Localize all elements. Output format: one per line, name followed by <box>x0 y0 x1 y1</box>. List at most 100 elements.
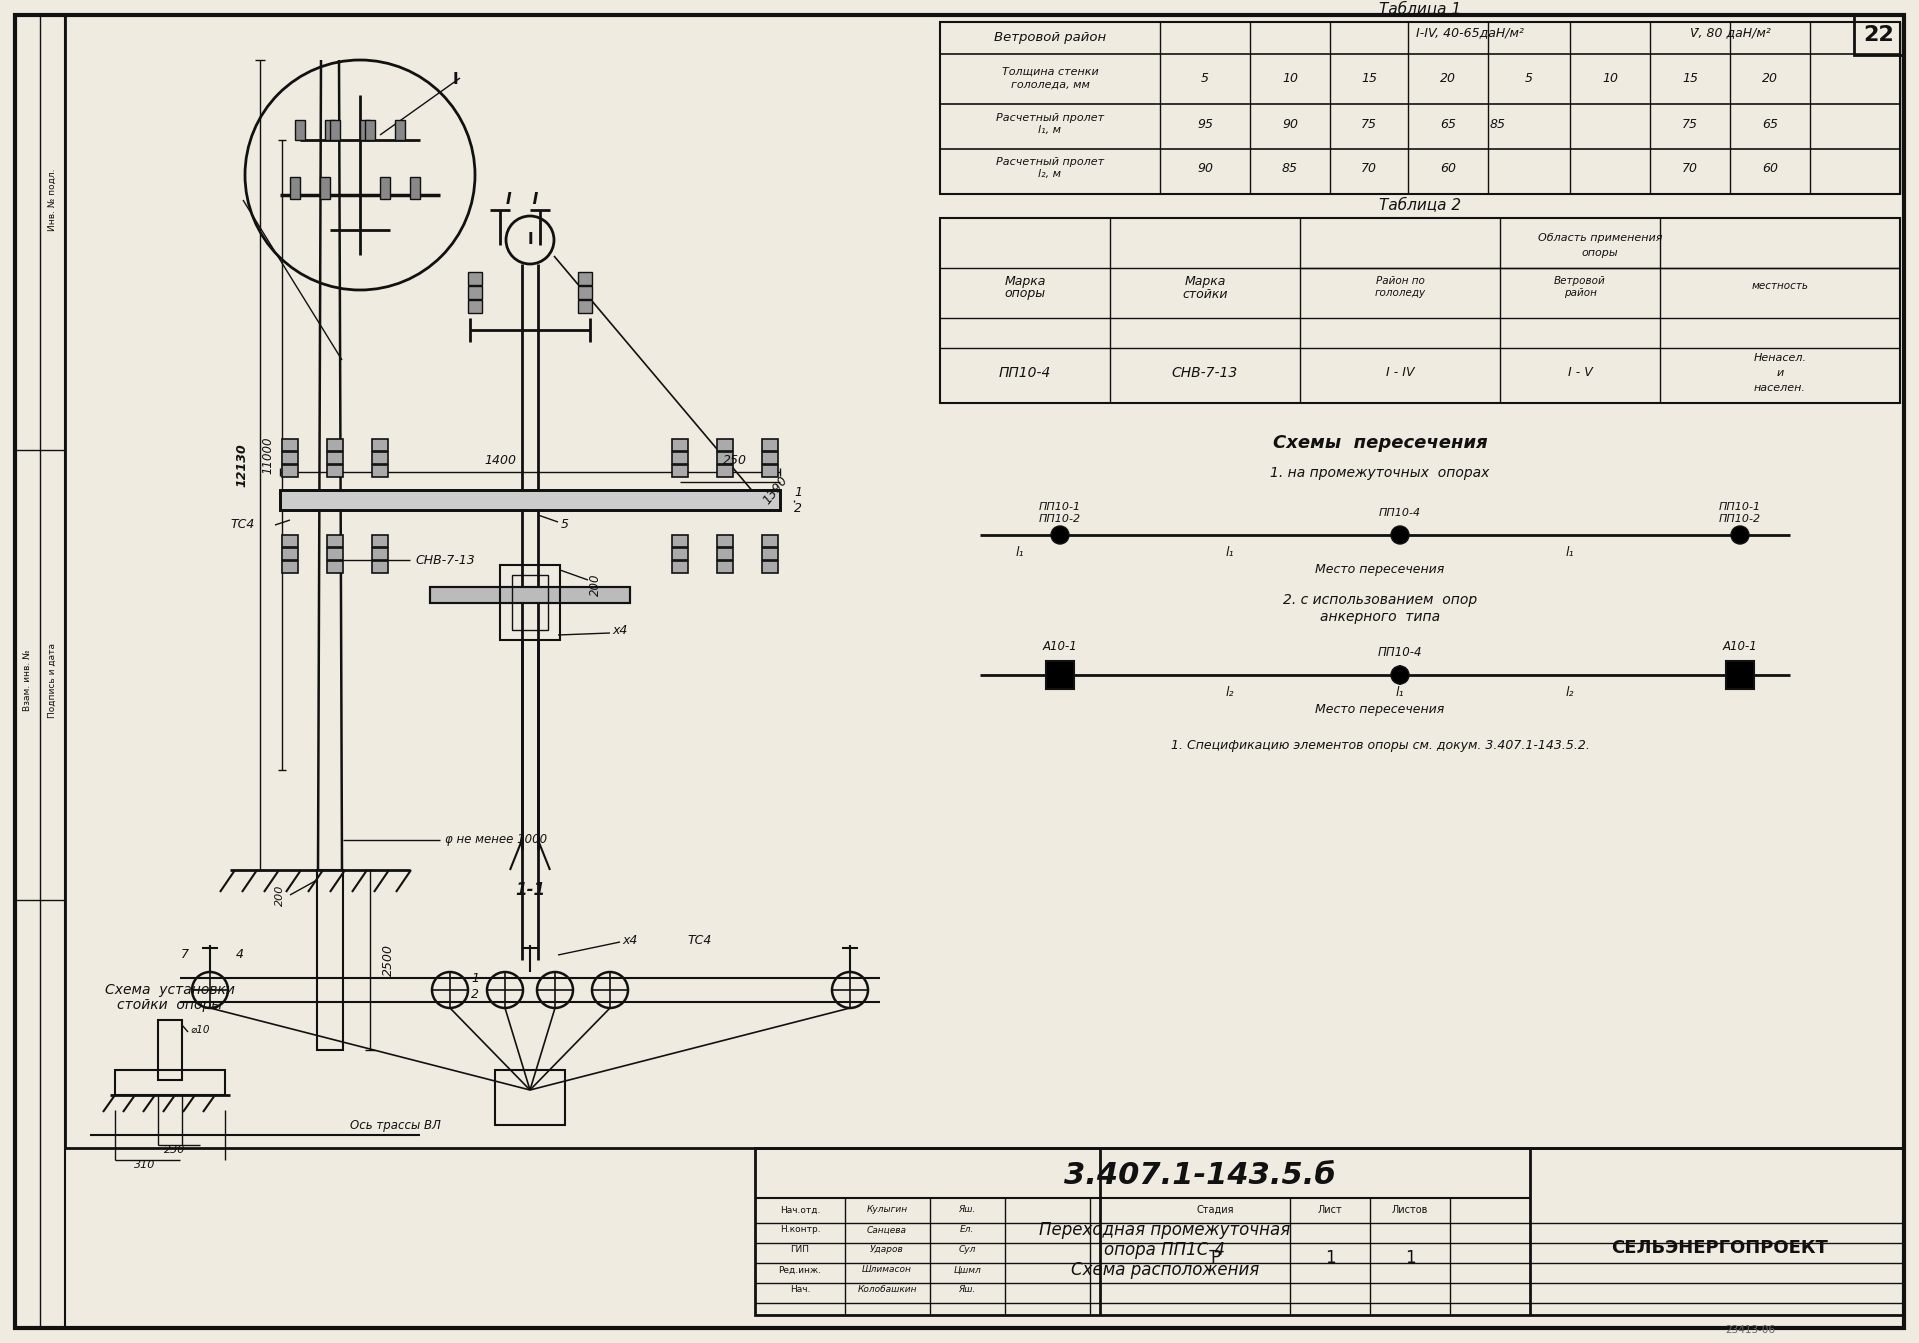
Circle shape <box>1052 526 1069 544</box>
Text: 1: 1 <box>794 486 802 498</box>
Bar <box>296 120 305 140</box>
Text: Место пересечения: Место пересечения <box>1315 564 1445 576</box>
Text: Лист: Лист <box>1318 1205 1343 1215</box>
Text: Яш.: Яш. <box>958 1285 975 1295</box>
Bar <box>468 273 482 285</box>
Text: Схема расположения: Схема расположения <box>1071 1261 1259 1279</box>
Text: 12130: 12130 <box>236 443 248 488</box>
Text: гололеду: гололеду <box>1374 287 1426 298</box>
Bar <box>282 548 297 560</box>
Text: Ветровой район: Ветровой район <box>994 31 1105 44</box>
Bar <box>372 561 388 573</box>
Bar <box>578 286 591 299</box>
Bar <box>672 561 689 573</box>
Text: Ел.: Ел. <box>960 1226 975 1234</box>
Circle shape <box>1391 526 1409 544</box>
Bar <box>326 561 344 573</box>
Bar <box>372 465 388 477</box>
Text: l₂: l₂ <box>1566 686 1574 700</box>
Text: 1. на промежуточных  опорах: 1. на промежуточных опорах <box>1270 466 1489 479</box>
Bar <box>718 535 733 547</box>
Bar <box>115 1070 225 1095</box>
Text: l₁: l₁ <box>1015 547 1025 560</box>
Text: 70: 70 <box>1361 161 1378 175</box>
Text: 3.407.1-143.5.б: 3.407.1-143.5.б <box>1065 1162 1336 1190</box>
Bar <box>326 535 344 547</box>
Bar <box>290 177 299 199</box>
Text: 4: 4 <box>236 948 244 962</box>
Bar <box>330 120 340 140</box>
Text: Шлимасон: Шлимасон <box>862 1265 912 1275</box>
Text: ПП10-2: ПП10-2 <box>1038 514 1080 524</box>
Text: ⌀10: ⌀10 <box>190 1025 209 1035</box>
Bar <box>372 535 388 547</box>
Text: 310: 310 <box>134 1160 155 1170</box>
Text: опоры: опоры <box>1004 287 1046 301</box>
Text: 2: 2 <box>794 501 802 514</box>
Bar <box>411 177 420 199</box>
Text: 75: 75 <box>1681 117 1698 130</box>
Text: 60: 60 <box>1762 161 1779 175</box>
Text: 7: 7 <box>180 948 188 962</box>
Bar <box>718 439 733 451</box>
Text: I: I <box>528 232 533 247</box>
Text: анкерного  типа: анкерного типа <box>1320 610 1439 624</box>
Text: 90: 90 <box>1282 117 1297 130</box>
Text: населен.: населен. <box>1754 383 1806 393</box>
Text: 2. с использованием  опор: 2. с использованием опор <box>1284 594 1478 607</box>
Text: Схемы  пересечения: Схемы пересечения <box>1272 434 1487 453</box>
Text: Расчетный пролет: Расчетный пролет <box>996 113 1103 124</box>
Text: 65: 65 <box>1439 117 1457 130</box>
Text: гололеда, мм: гололеда, мм <box>1011 81 1090 90</box>
Text: Инв. № подл.: Инв. № подл. <box>48 169 56 231</box>
Text: 250: 250 <box>723 454 746 466</box>
Text: 60: 60 <box>1439 161 1457 175</box>
Text: А10-1: А10-1 <box>1042 641 1077 654</box>
Circle shape <box>1391 666 1409 684</box>
Text: Переходная промежуточная: Переходная промежуточная <box>1040 1221 1291 1240</box>
Text: опора ПП1С-4: опора ПП1С-4 <box>1105 1241 1226 1258</box>
Text: Ненасел.: Ненасел. <box>1754 353 1806 363</box>
Text: ПП10-4: ПП10-4 <box>1380 508 1422 518</box>
Bar <box>324 120 336 140</box>
Text: Расчетный пролет: Расчетный пролет <box>996 157 1103 167</box>
Text: 75: 75 <box>1361 117 1378 130</box>
Text: l₂: l₂ <box>1226 686 1234 700</box>
Bar <box>1725 661 1754 689</box>
Text: x4: x4 <box>612 623 628 637</box>
Text: Ударов: Ударов <box>869 1245 904 1254</box>
Text: ПП10-4: ПП10-4 <box>1378 646 1422 659</box>
Text: 5: 5 <box>1526 73 1533 86</box>
Bar <box>762 453 777 463</box>
Text: опоры: опоры <box>1581 248 1618 258</box>
Text: Нач.: Нач. <box>791 1285 810 1295</box>
Bar <box>157 1019 182 1080</box>
Bar <box>380 177 390 199</box>
Text: Санцева: Санцева <box>867 1226 908 1234</box>
Text: ТС4: ТС4 <box>687 933 712 947</box>
Bar <box>672 465 689 477</box>
Text: и: и <box>1777 368 1783 377</box>
Text: ПП10-4: ПП10-4 <box>998 367 1052 380</box>
Bar <box>430 587 629 603</box>
Bar <box>282 453 297 463</box>
Text: 20: 20 <box>1439 73 1457 86</box>
Text: 5: 5 <box>1201 73 1209 86</box>
Bar <box>317 870 344 1050</box>
Bar <box>718 548 733 560</box>
Text: Р: Р <box>1211 1249 1220 1266</box>
Bar <box>372 548 388 560</box>
Text: 23413-06: 23413-06 <box>1725 1326 1775 1335</box>
Bar <box>762 561 777 573</box>
Bar <box>718 561 733 573</box>
Text: I - V: I - V <box>1568 367 1593 380</box>
Bar <box>280 490 779 510</box>
Bar <box>762 439 777 451</box>
Text: ПП10-1: ПП10-1 <box>1038 502 1080 512</box>
Bar <box>361 120 370 140</box>
Text: Таблица 1: Таблица 1 <box>1380 3 1460 17</box>
Bar <box>1854 15 1904 55</box>
Text: Кулыгин: Кулыгин <box>867 1206 908 1214</box>
Text: 15: 15 <box>1361 73 1378 86</box>
Bar <box>672 535 689 547</box>
